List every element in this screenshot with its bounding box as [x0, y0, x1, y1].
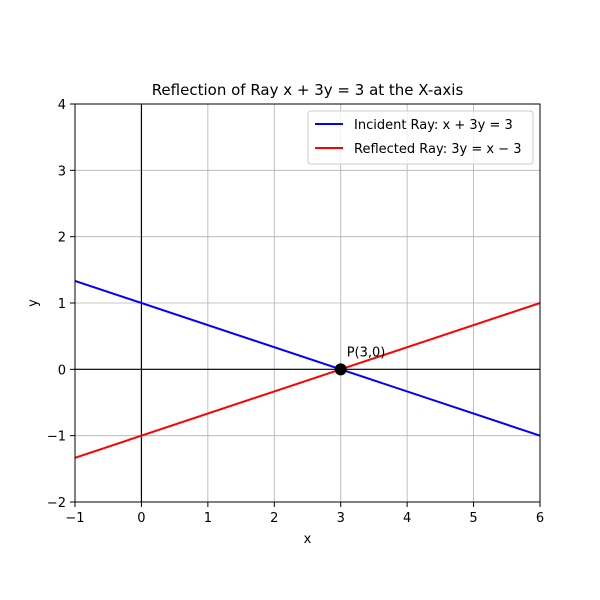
- point-marker-0: [334, 363, 347, 376]
- y-tick-label-6: 4: [58, 98, 66, 113]
- y-ticks: −2 −1 0 1 2 3 4: [47, 98, 75, 511]
- series-layer: [74, 279, 541, 459]
- legend-label-incident: Incident Ray: x + 3y = 3: [354, 118, 513, 133]
- x-tick-label-5: 4: [403, 511, 411, 526]
- x-tick-label-3: 2: [270, 511, 278, 526]
- x-ticks: −1 0 1 2 3 4 5 6: [65, 502, 544, 526]
- y-tick-label-5: 3: [58, 164, 66, 179]
- chart-title: Reflection of Ray x + 3y = 3 at the X-ax…: [152, 81, 464, 99]
- legend: Incident Ray: x + 3y = 3 Reflected Ray: …: [307, 110, 534, 165]
- series-line-incident: [74, 279, 541, 437]
- y-tick-label-3: 1: [58, 297, 66, 312]
- point-label-0: P(3,0): [347, 345, 386, 360]
- y-tick-label-1: −1: [47, 430, 66, 445]
- x-tick-label-4: 3: [337, 511, 345, 526]
- y-axis-label: y: [26, 299, 41, 307]
- legend-box: [307, 110, 534, 165]
- series-line-reflected: [74, 302, 541, 459]
- points-layer: P(3,0): [334, 345, 386, 376]
- x-axis-label: x: [304, 532, 312, 547]
- x-tick-label-7: 6: [536, 511, 544, 526]
- x-tick-label-6: 5: [469, 511, 477, 526]
- y-tick-label-2: 0: [58, 363, 66, 378]
- y-tick-label-4: 2: [58, 231, 66, 246]
- x-tick-label-2: 1: [204, 511, 212, 526]
- y-tick-label-0: −2: [47, 496, 66, 511]
- legend-label-reflected: Reflected Ray: 3y = x − 3: [354, 142, 521, 157]
- x-tick-label-0: −1: [65, 511, 84, 526]
- x-tick-label-1: 0: [137, 511, 145, 526]
